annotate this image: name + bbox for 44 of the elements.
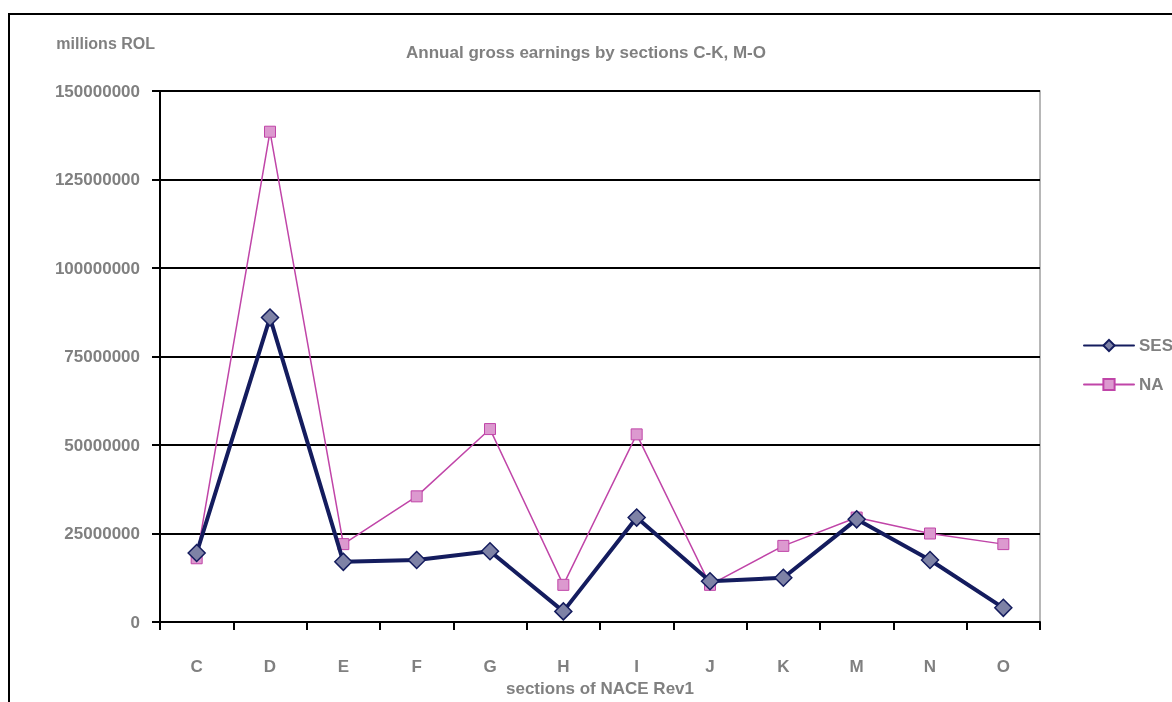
point	[920, 550, 940, 570]
x-tick-label: M	[849, 657, 864, 676]
y-tick-label: 150000000	[54, 81, 140, 101]
y-axis-title: millions ROL	[56, 34, 156, 52]
y-tick-label: 50000000	[64, 435, 140, 455]
x-tick-label: N	[923, 657, 937, 676]
point	[334, 552, 353, 572]
x-tick-label: O	[996, 657, 1010, 676]
point	[630, 428, 643, 441]
point	[260, 308, 280, 327]
point	[480, 541, 500, 561]
x-tick-label: G	[483, 657, 497, 676]
point	[187, 543, 206, 563]
point	[994, 598, 1013, 618]
x-tick-label: J	[705, 657, 715, 676]
point	[924, 527, 936, 540]
point	[997, 538, 1010, 551]
x-tick-label: H	[557, 657, 570, 676]
x-tick-label: D	[263, 657, 277, 676]
y-tick-label: 75000000	[64, 347, 140, 366]
point	[264, 125, 276, 138]
x-tick-label: C	[190, 657, 203, 676]
point	[700, 572, 720, 591]
y-tick-label: 25000000	[64, 524, 140, 543]
x-tick-label: I	[634, 657, 640, 676]
legend-label: SES	[1139, 336, 1172, 355]
point	[777, 539, 790, 552]
chart-title: Annual gross earnings by sections C-K, M-O	[406, 43, 766, 62]
legend-label: NA	[1139, 375, 1164, 394]
x-tick-label: K	[777, 657, 791, 676]
x-tick-label: E	[337, 657, 350, 676]
point	[554, 602, 573, 621]
point	[557, 578, 570, 591]
y-tick-label: 125000000	[54, 170, 140, 189]
x-axis-title: sections of NACE Rev1	[506, 679, 694, 698]
point	[627, 508, 646, 527]
point	[484, 423, 496, 436]
point	[410, 490, 423, 503]
point	[407, 550, 426, 570]
point	[774, 568, 793, 587]
y-tick-label: 100000000	[54, 258, 140, 278]
x-tick-label: F	[411, 657, 422, 676]
point	[847, 510, 866, 529]
y-tick-label: 0	[130, 612, 140, 632]
